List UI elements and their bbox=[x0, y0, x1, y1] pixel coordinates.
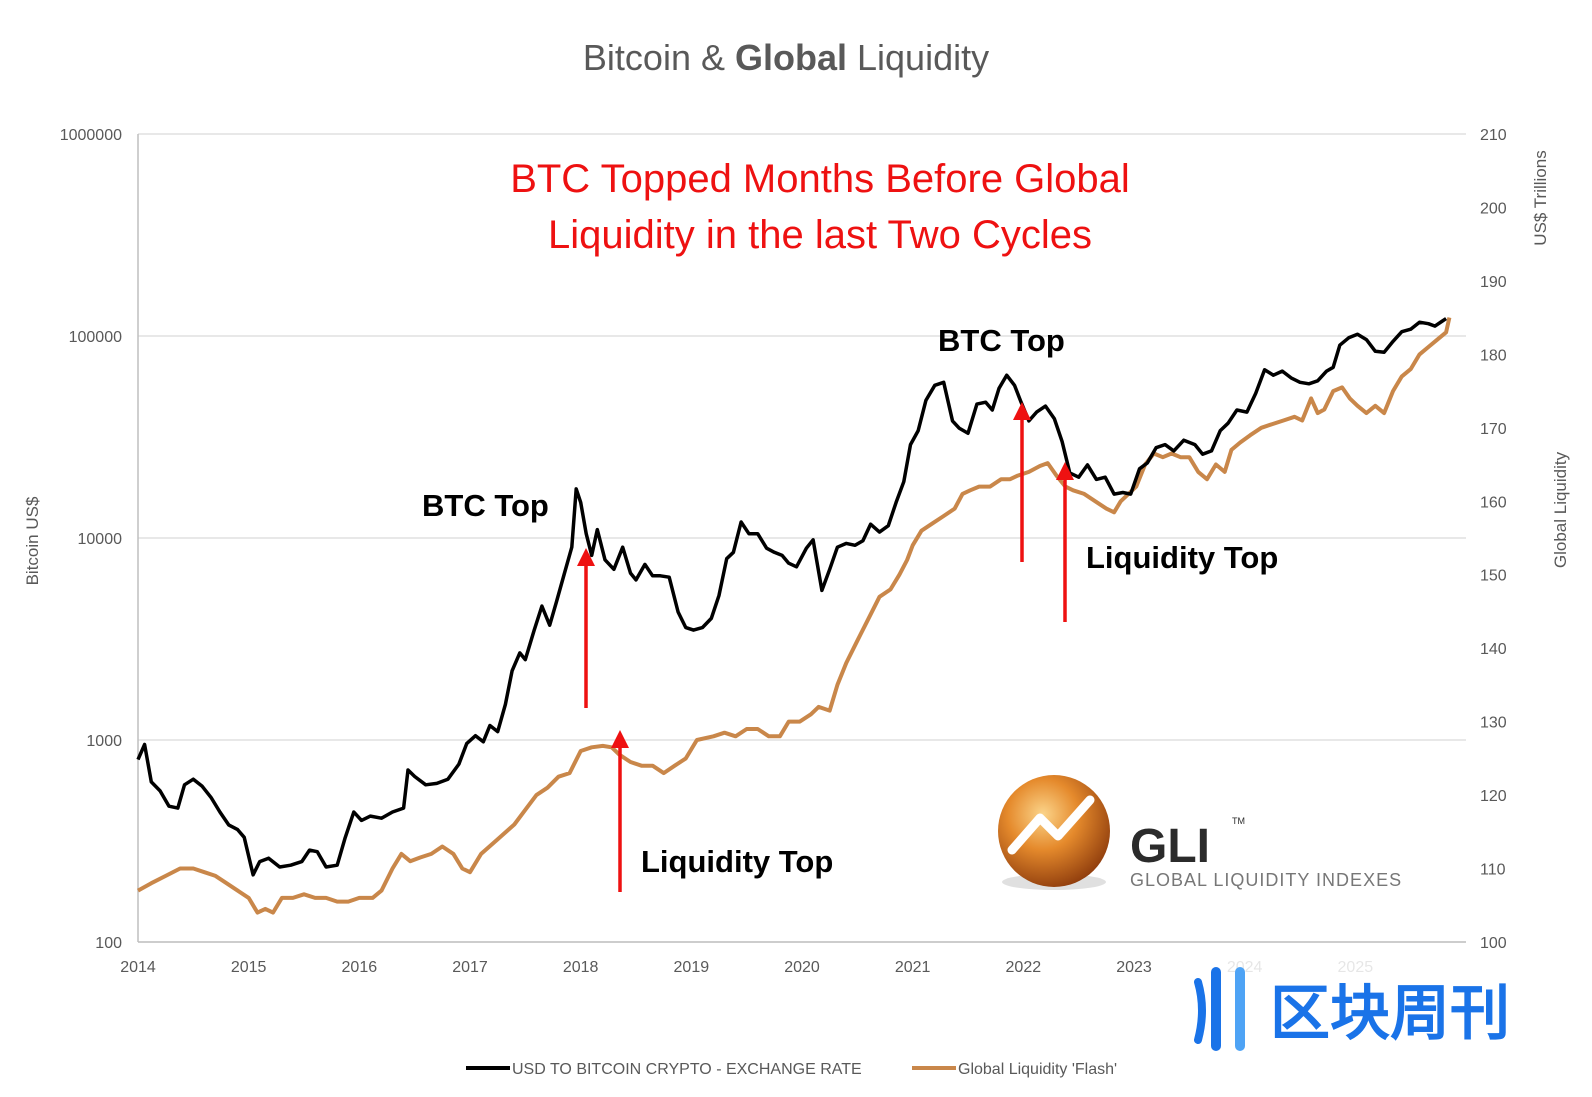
chart-title: Bitcoin & Global Liquidity bbox=[583, 37, 989, 78]
x-tick-label: 2015 bbox=[231, 959, 267, 976]
left-tick-label: 10000 bbox=[78, 531, 123, 548]
right-tick-label: 190 bbox=[1480, 274, 1507, 291]
legend-label-liquidity: Global Liquidity 'Flash' bbox=[958, 1061, 1117, 1078]
x-tick-label: 2019 bbox=[674, 959, 710, 976]
x-tick-label: 2023 bbox=[1116, 959, 1152, 976]
legend-label-btc: USD TO BITCOIN CRYPTO - EXCHANGE RATE bbox=[512, 1061, 862, 1078]
right-tick-label: 130 bbox=[1480, 715, 1507, 732]
arrow-liquidity-top-2022 bbox=[1056, 462, 1074, 622]
legend: USD TO BITCOIN CRYPTO - EXCHANGE RATE Gl… bbox=[466, 1061, 1117, 1078]
gli-logo-tm: TM bbox=[1232, 816, 1245, 826]
headline-line-1: BTC Topped Months Before Global bbox=[510, 157, 1130, 201]
x-tick-label: 2022 bbox=[1006, 959, 1042, 976]
right-tick-label: 110 bbox=[1480, 862, 1506, 879]
left-tick-label: 1000000 bbox=[60, 127, 122, 144]
watermark-text: 区块周刊 bbox=[1270, 979, 1510, 1049]
right-tick-label: 170 bbox=[1480, 421, 1507, 438]
right-tick-label: 160 bbox=[1480, 494, 1507, 511]
right-axis-unit: US$ Trillions bbox=[1531, 150, 1550, 245]
right-tick-label: 120 bbox=[1480, 788, 1507, 805]
gli-logo: GLI TM GLOBAL LIQUIDITY INDEXES bbox=[998, 775, 1402, 890]
headline-line-2: Liquidity in the last Two Cycles bbox=[548, 213, 1092, 257]
right-tick-label: 100 bbox=[1480, 935, 1507, 952]
left-axis-title: Bitcoin US$ bbox=[23, 496, 42, 585]
annotation-liquidity-top-2018: Liquidity Top bbox=[641, 844, 833, 879]
watermark: 区块周刊 bbox=[1178, 952, 1592, 1097]
left-axis-ticks: 100 1000 10000 100000 1000000 bbox=[60, 127, 122, 952]
x-tick-label: 2021 bbox=[895, 959, 931, 976]
arrow-btc-top-2017 bbox=[577, 548, 595, 708]
x-tick-label: 2017 bbox=[452, 959, 488, 976]
annotation-btc-top-2021: BTC Top bbox=[938, 323, 1065, 358]
x-tick-label: 2014 bbox=[120, 959, 156, 976]
arrow-liquidity-top-2018 bbox=[611, 730, 629, 892]
btc-series-line bbox=[136, 317, 1448, 877]
liquidity-series-line bbox=[137, 317, 1452, 915]
right-axis-title: Global Liquidity bbox=[1551, 451, 1570, 568]
right-tick-label: 150 bbox=[1480, 568, 1507, 585]
x-tick-label: 2020 bbox=[784, 959, 820, 976]
right-axis-ticks: 100 110 120 130 140 150 160 170 180 190 200 210 bbox=[1480, 127, 1507, 952]
right-tick-label: 210 bbox=[1480, 127, 1507, 144]
left-tick-label: 1000 bbox=[86, 733, 122, 750]
left-tick-label: 100 bbox=[95, 935, 122, 952]
x-tick-label: 2018 bbox=[563, 959, 599, 976]
x-tick-label: 2016 bbox=[342, 959, 378, 976]
right-tick-label: 140 bbox=[1480, 641, 1507, 658]
annotation-liquidity-top-2022: Liquidity Top bbox=[1086, 540, 1278, 575]
annotation-btc-top-2017: BTC Top bbox=[422, 488, 549, 523]
left-tick-label: 100000 bbox=[69, 329, 122, 346]
watermark-logo-icon bbox=[1194, 967, 1245, 1051]
right-tick-label: 180 bbox=[1480, 347, 1507, 364]
gli-logo-name: GLI bbox=[1130, 820, 1210, 873]
gli-logo-subtitle: GLOBAL LIQUIDITY INDEXES bbox=[1130, 870, 1402, 890]
arrow-btc-top-2021 bbox=[1013, 402, 1031, 562]
right-tick-label: 200 bbox=[1480, 200, 1507, 217]
